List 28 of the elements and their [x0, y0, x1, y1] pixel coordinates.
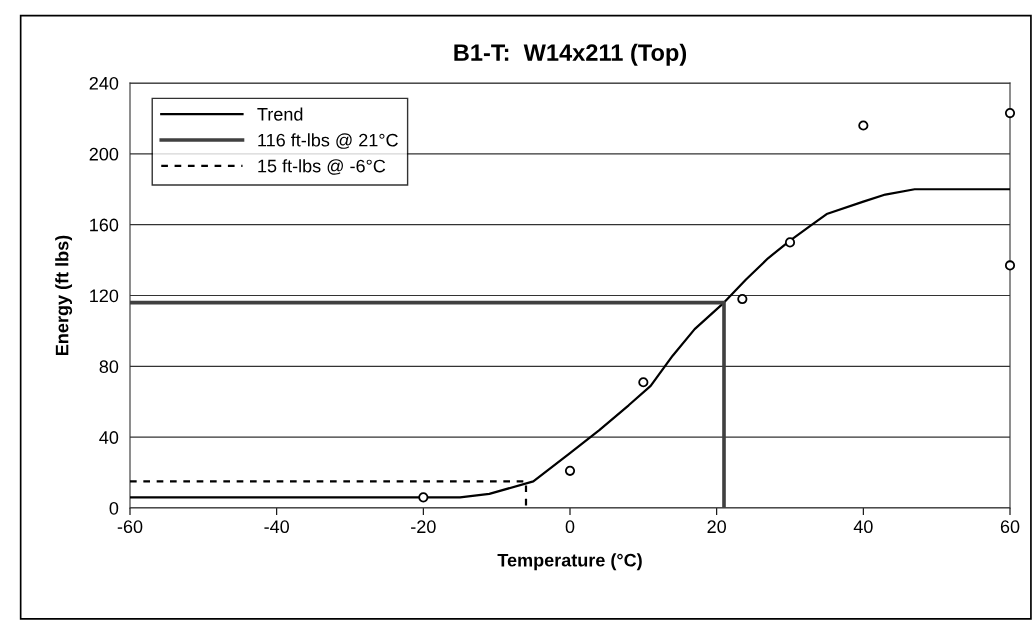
x-tick-label: -40	[264, 520, 290, 534]
point	[858, 120, 869, 131]
x-tick-label: -20	[411, 520, 436, 534]
x-tick-label: 60	[1000, 520, 1020, 534]
y-axis-title: Energy (ft lbs)	[55, 235, 73, 355]
y-tick-label: 120	[90, 289, 119, 303]
point	[1004, 108, 1016, 119]
y-tick-label: 40	[99, 431, 119, 444]
legend-label: 116 ft-lbs @ 21°C	[258, 133, 398, 149]
legend-label: 15 ft-lbs @ -6°C	[258, 159, 386, 175]
x-tick-label: 20	[707, 520, 726, 534]
x-tick-label: 40	[853, 520, 873, 534]
x-tick-label: 0	[565, 520, 575, 534]
x-axis-title: Temperature (°C)	[497, 553, 642, 571]
point	[564, 465, 576, 476]
y-tick-label: 80	[99, 360, 119, 374]
point	[418, 492, 429, 503]
y-tick-label: 160	[90, 218, 119, 232]
y-tick-label: 240	[89, 76, 119, 90]
legend-label: Trend	[257, 107, 303, 121]
chart-title: B1-T: W14x211 (Top)	[454, 43, 687, 66]
point	[1004, 260, 1016, 271]
point	[784, 237, 796, 248]
point	[737, 293, 748, 305]
x-tick-label: -60	[117, 520, 143, 534]
y-tick-label: 200	[89, 147, 119, 161]
y-tick-label: 0	[109, 501, 119, 515]
point	[638, 377, 649, 388]
